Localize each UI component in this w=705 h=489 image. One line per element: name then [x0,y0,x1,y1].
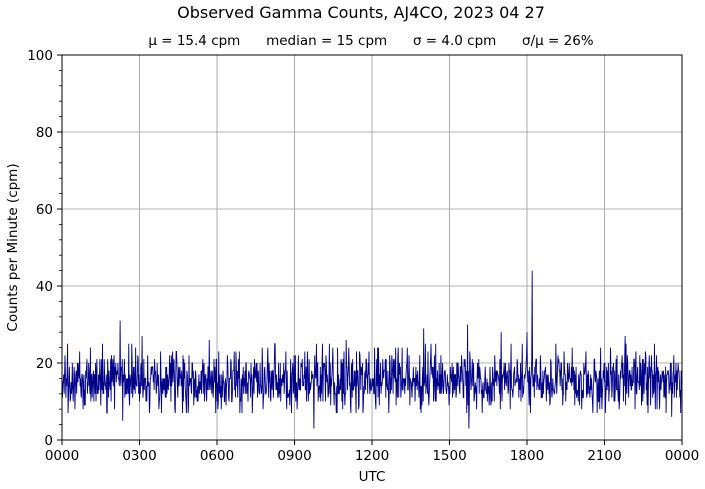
y-tick-label: 80 [36,125,53,141]
x-tick-label: 2100 [587,448,621,464]
chart-subtitle: μ = 15.4 cpm median = 15 cpm σ = 4.0 cpm… [148,33,593,49]
x-tick-label: 0000 [45,448,79,464]
y-tick-label: 100 [27,48,53,64]
x-tick-label: 0900 [277,448,311,464]
y-tick-label: 20 [36,356,53,372]
y-tick-label: 40 [36,279,53,295]
chart-title: Observed Gamma Counts, AJ4CO, 2023 04 27 [177,3,545,22]
x-axis-label: UTC [359,469,386,485]
y-axis-ticks: 0 20 40 60 80 100 [27,48,62,449]
grid-lines [62,55,682,440]
y-tick-label: 0 [44,433,53,449]
x-axis-ticks: 0000 0300 0600 0900 1200 1500 1800 2100 0000 [45,440,699,464]
x-tick-label: 0600 [200,448,234,464]
x-tick-label: 1800 [510,448,544,464]
x-tick-label: 1500 [432,448,466,464]
x-tick-label: 0000 [665,448,699,464]
y-tick-label: 60 [36,202,53,218]
x-tick-label: 1200 [355,448,389,464]
gamma-counts-series-line [61,270,683,429]
x-tick-label: 0300 [122,448,156,464]
y-axis-label: Counts per Minute (cpm) [5,163,21,331]
series-layer [61,270,683,429]
